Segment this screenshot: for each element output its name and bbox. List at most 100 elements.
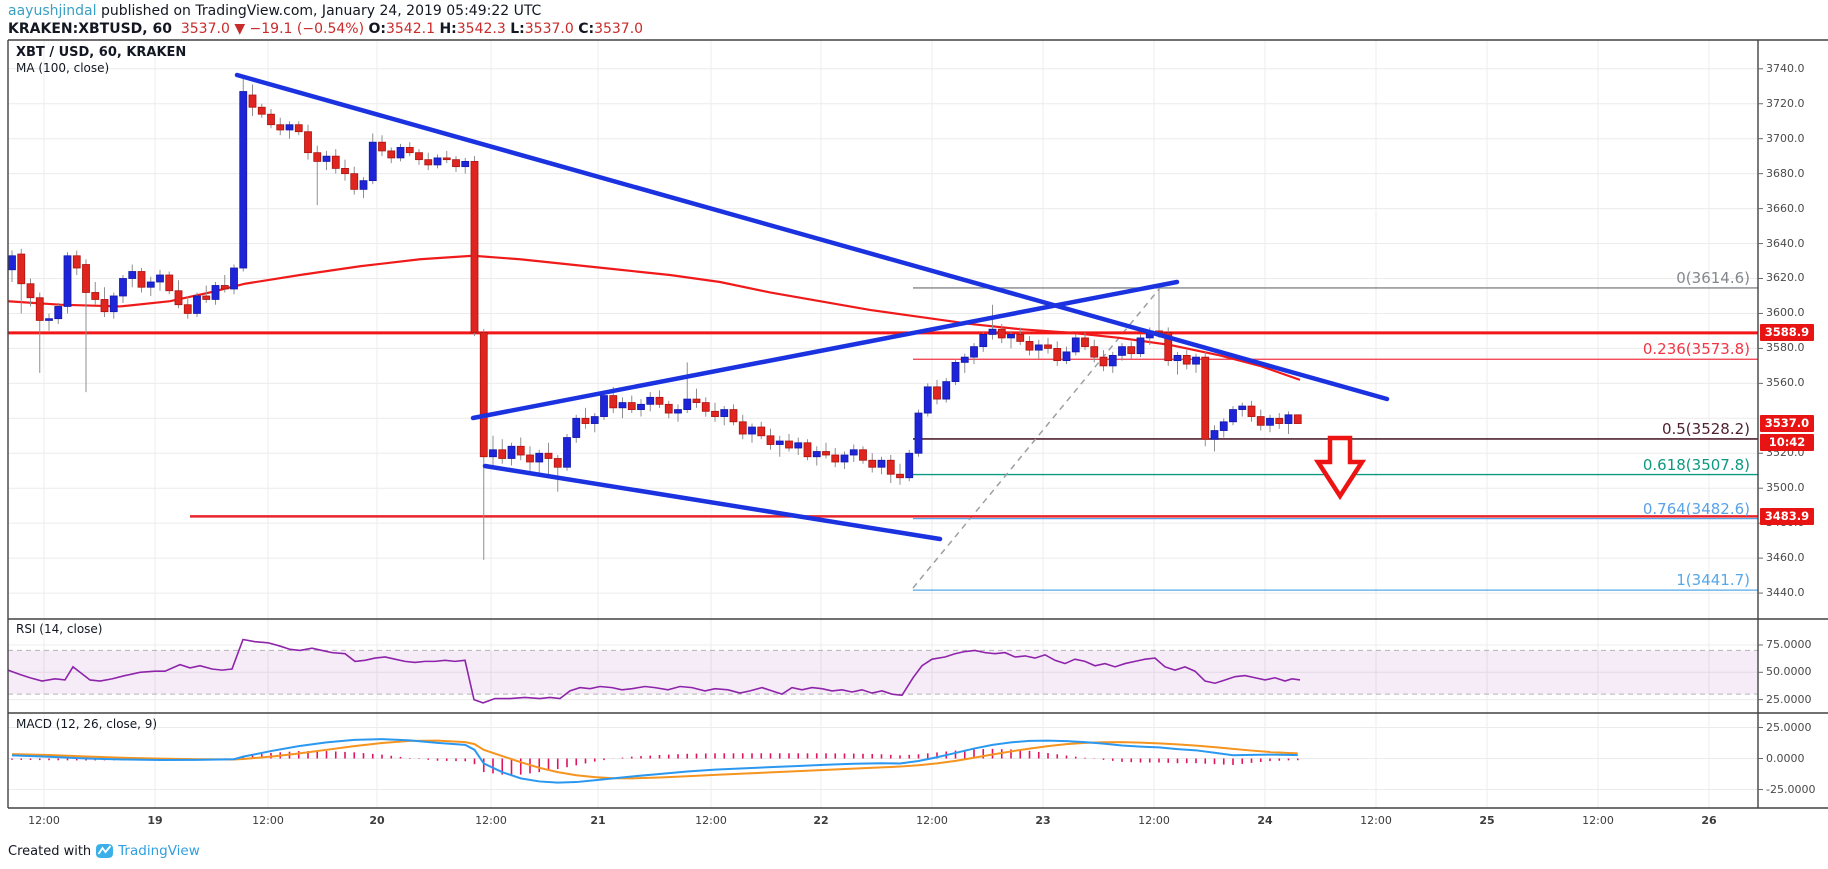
candle-body — [1007, 334, 1015, 339]
price-axis-label: 3580.0 — [1766, 341, 1805, 355]
candle-body — [1238, 405, 1247, 410]
candle-body — [933, 386, 941, 400]
candle-body — [960, 356, 969, 363]
candle-body — [822, 451, 830, 456]
candle-body — [137, 271, 146, 288]
candle-body — [128, 271, 137, 279]
candle-body — [1275, 417, 1284, 424]
candle-body — [405, 147, 414, 154]
rsi-band — [8, 650, 1758, 695]
candle-body — [970, 346, 978, 358]
price-axis-label: 3640.0 — [1766, 236, 1805, 250]
candle-body — [220, 285, 229, 290]
candle-body — [627, 402, 636, 410]
fib-level-label: 0.618(3507.8) — [1642, 455, 1750, 474]
candle-body — [63, 255, 72, 307]
close-label: C: — [578, 21, 595, 37]
candle-body — [516, 445, 525, 456]
candle-body — [951, 361, 960, 383]
last-price: 3537.0 — [180, 21, 230, 37]
time-axis-label: 24 — [1257, 814, 1273, 827]
candle-body — [905, 452, 914, 479]
candle-body — [239, 91, 248, 269]
candle-body — [498, 449, 507, 459]
price-axis-label: 3620.0 — [1766, 271, 1805, 285]
tradingview-brand-link[interactable]: TradingView — [118, 843, 200, 859]
time-axis-label: 12:00 — [475, 814, 507, 827]
author-link[interactable]: aayushjindal — [8, 3, 97, 19]
time-axis-label: 12:00 — [695, 814, 727, 827]
ma-100-line — [8, 254, 1301, 381]
candle-body — [1016, 334, 1025, 342]
candle-body — [193, 295, 201, 314]
candle-body — [997, 328, 1006, 339]
low-label: L: — [510, 21, 525, 37]
time-axis-label: 20 — [369, 814, 385, 827]
candle-body — [17, 253, 26, 285]
candle-body — [368, 141, 377, 182]
time-axis-label: 12:00 — [28, 814, 60, 827]
candle-body — [479, 332, 488, 458]
open-value: 3542.1 — [385, 21, 435, 37]
candle-body — [378, 141, 386, 152]
candle-body — [489, 449, 497, 458]
time-axis-label: 12:00 — [916, 814, 948, 827]
candle-body — [359, 180, 368, 190]
candle-body — [831, 454, 840, 463]
high-value: 3542.3 — [456, 21, 506, 37]
macd-pane — [11, 738, 1299, 784]
candle-body — [544, 452, 553, 459]
candle-body — [156, 274, 164, 283]
time-axis-label: 21 — [590, 814, 606, 827]
countdown-badge: 10:42 — [1760, 434, 1814, 452]
chart-legend-ma: MA (100, close) — [16, 61, 110, 75]
candle-body — [896, 473, 904, 479]
candle-body — [276, 124, 285, 131]
candle-body — [331, 155, 340, 169]
candle-body — [8, 255, 16, 271]
candle-body — [415, 152, 423, 161]
candle-body — [1192, 356, 1200, 365]
candle-body — [775, 440, 784, 445]
candle-body — [535, 452, 544, 463]
candle-body — [618, 402, 627, 409]
price-axis-label: 3680.0 — [1766, 166, 1805, 180]
fib-level-label: 0.764(3482.6) — [1642, 499, 1750, 518]
candle-body — [738, 421, 747, 435]
trendline-ascending-support — [470, 279, 1180, 421]
candle-body — [202, 295, 211, 300]
fib-level-label: 0.236(3573.8) — [1642, 340, 1750, 359]
candle-body — [452, 159, 460, 168]
candle-body — [757, 426, 766, 437]
symbol-ohlc-line: KRAKEN:XBTUSD, 60 3537.0 ▼ −19.1 (−0.54%… — [8, 21, 643, 37]
price-axis-label: 3600.0 — [1766, 306, 1805, 320]
candle-body — [868, 459, 877, 468]
trendline-lower-descending — [482, 463, 943, 542]
candle-body — [424, 159, 433, 166]
candle-body — [526, 454, 534, 463]
candle-body — [553, 458, 562, 468]
rsi-pane — [8, 638, 1758, 704]
candle-body — [1034, 344, 1043, 351]
candle-body — [433, 157, 442, 166]
trendline-upper-descending — [234, 72, 1390, 402]
candle-body — [942, 381, 951, 400]
candle-body — [1044, 344, 1052, 349]
candle-body — [692, 398, 701, 403]
candle-body — [1210, 430, 1219, 440]
rsi-pane-label: RSI (14, close) — [16, 622, 103, 636]
candle-body — [794, 442, 803, 449]
tradingview-logo-icon — [96, 844, 114, 858]
candle-body — [1118, 346, 1126, 356]
candle-body — [257, 106, 266, 115]
time-axis-label: 23 — [1035, 814, 1051, 827]
candle-body — [1053, 348, 1062, 362]
candle-body — [304, 131, 312, 154]
candle-body — [341, 167, 349, 175]
candle-body — [82, 264, 90, 293]
candle-body — [979, 334, 988, 348]
candle-body — [1099, 356, 1108, 367]
close-value: 3537.0 — [594, 21, 644, 37]
